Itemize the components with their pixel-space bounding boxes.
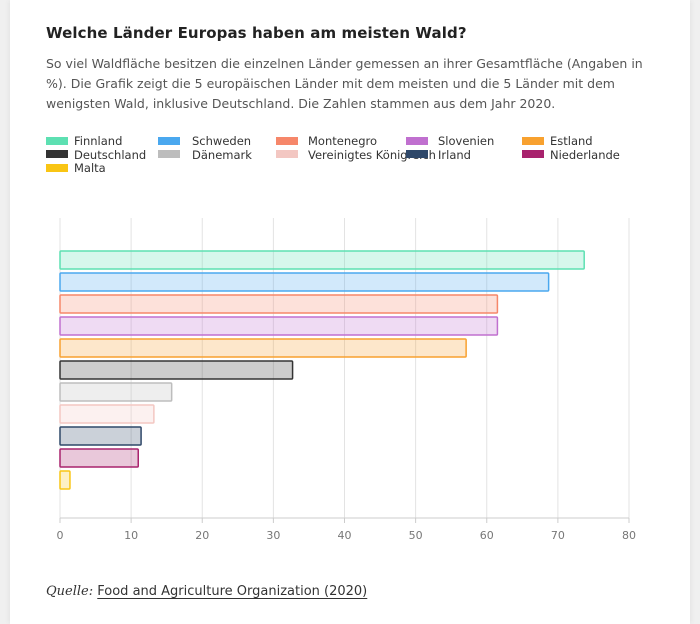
bar [59,316,499,336]
legend-item[interactable]: Irland [406,148,471,162]
x-tick-label: 70 [551,529,565,542]
bar [59,272,550,292]
source-label: Quelle: [46,584,94,599]
x-tick-label: 40 [338,529,352,542]
x-tick-label: 30 [266,529,280,542]
chart-description: So viel Waldfläche besitzen die einzelne… [46,56,643,111]
bar [59,338,467,358]
bar [59,426,142,446]
legend-label: Irland [438,147,471,162]
legend-label: Deutschland [74,147,147,162]
bar [59,360,294,380]
legend-swatch [158,136,180,145]
legend-item[interactable]: Vereinigtes Königreich [276,148,436,162]
legend-swatch [46,136,68,145]
bar [59,448,139,468]
legend-swatch [276,136,298,145]
bar [59,382,173,402]
legend-item[interactable]: Finnland [46,134,122,148]
legend-label: Niederlande [550,147,620,162]
legend-swatch [406,150,428,158]
legend-item[interactable]: Dänemark [158,148,252,162]
bar [59,250,585,270]
legend-label: Vereinigtes Königreich [308,147,436,162]
source-link[interactable]: Food and Agriculture Organization (2020) [97,584,368,599]
legend-swatch [46,150,68,158]
bar [59,470,71,490]
legend-swatch [46,163,68,172]
bar-chart: 0 10 20 30 40 50 60 70 80 [57,218,636,542]
legend-item[interactable]: Schweden [158,134,251,148]
legend-item[interactable]: Slovenien [406,134,494,148]
legend-swatch [276,150,298,158]
bar [59,294,499,314]
x-tick-label: 20 [195,529,209,542]
x-tick-label: 0 [57,529,64,542]
legend-swatch [522,136,544,145]
legend-label: Malta [74,161,106,175]
legend-label: Dänemark [192,147,252,162]
legend-label: Slovenien [438,134,495,148]
source-line: Quelle: Food and Agriculture Organizatio… [46,584,367,599]
x-tick-label: 80 [622,529,636,542]
legend-item[interactable]: Estland [522,134,593,148]
legend-item[interactable]: Niederlande [522,148,620,162]
legend-label: Schweden [192,134,252,148]
chart-card: Welche Länder Europas haben am meisten W… [10,0,690,624]
legend-item[interactable]: Deutschland [46,148,146,162]
legend-label: Estland [550,134,593,148]
legend-swatch [406,136,428,145]
bar [59,404,155,424]
legend-swatch [158,150,180,158]
legend-swatch [522,150,544,158]
page-title: Welche Länder Europas haben am meisten W… [46,24,467,42]
legend-label: Finnland [74,134,123,148]
legend-item[interactable]: Malta [46,161,106,175]
x-tick-label: 10 [124,529,138,542]
x-tick-label: 50 [409,529,423,542]
x-tick-label: 60 [480,529,494,542]
legend-label: Montenegro [308,134,378,148]
legend-item[interactable]: Montenegro [276,134,377,148]
